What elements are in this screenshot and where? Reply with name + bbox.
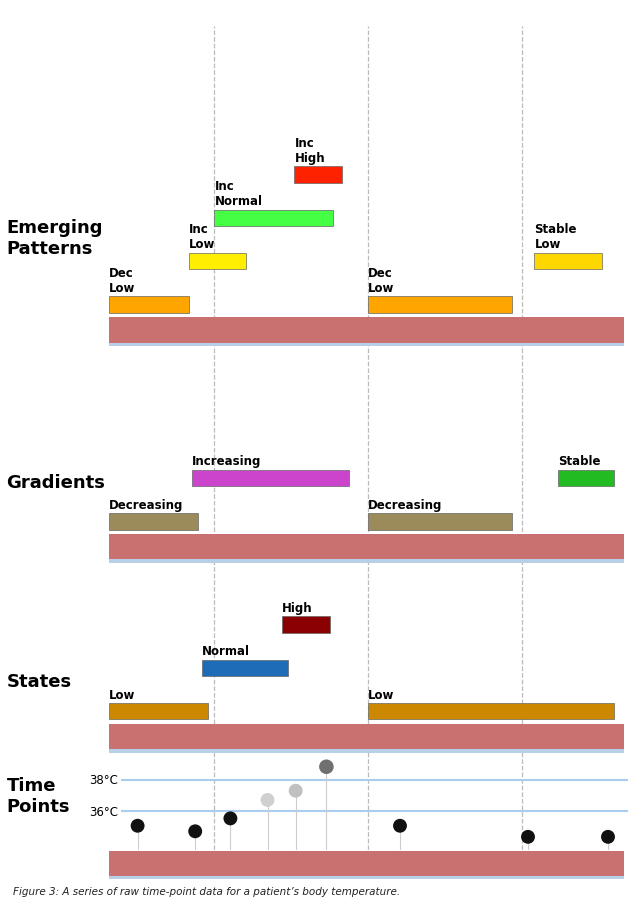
Text: Stable: Stable [558,455,600,468]
Bar [558,470,614,487]
Bar [368,297,512,313]
Bar [109,749,624,753]
Bar [214,210,333,227]
Bar [109,703,208,720]
Bar [202,660,288,676]
Text: Emerging
Patterns: Emerging Patterns [6,219,103,257]
Point [523,830,533,844]
Point [190,824,200,839]
Text: Stable
Low: Stable Low [534,223,577,251]
Point [603,830,613,844]
Bar [109,724,624,749]
Text: Decreasing: Decreasing [109,498,183,511]
Text: Dec
Low: Dec Low [368,266,394,294]
Text: Time
Points: Time Points [6,776,70,815]
Text: Decreasing: Decreasing [368,498,442,511]
Bar [109,297,189,313]
Bar [109,560,624,563]
Text: Inc
Low: Inc Low [189,223,215,251]
Bar [192,470,349,487]
Bar [368,703,614,720]
Point [262,793,273,807]
Text: 36°C: 36°C [90,805,118,817]
Text: 38°C: 38°C [90,773,118,787]
Text: Dec
Low: Dec Low [109,266,135,294]
Point [395,819,405,833]
Bar [368,514,512,530]
Bar [534,254,602,270]
Point [291,784,301,798]
Bar [109,343,624,347]
Text: Figure 3: A series of raw time-point data for a patient’s body temperature.: Figure 3: A series of raw time-point dat… [13,886,400,896]
Text: Inc
High: Inc High [294,136,325,164]
Text: Normal: Normal [202,645,250,657]
Text: Gradients: Gradients [6,473,105,491]
Bar [109,851,624,876]
Bar [109,514,198,530]
Text: Low: Low [368,688,394,701]
Point [321,759,332,774]
Bar [282,617,330,633]
Bar [294,167,342,183]
Text: Low: Low [109,688,135,701]
Bar [189,254,246,270]
Bar [109,876,624,880]
Text: Inc
Normal: Inc Normal [214,180,262,208]
Point [225,811,236,825]
Text: High: High [282,601,312,614]
Bar [109,318,624,343]
Point [132,819,143,833]
Bar [109,535,624,560]
Text: Increasing: Increasing [192,455,261,468]
Text: States: States [6,672,72,690]
